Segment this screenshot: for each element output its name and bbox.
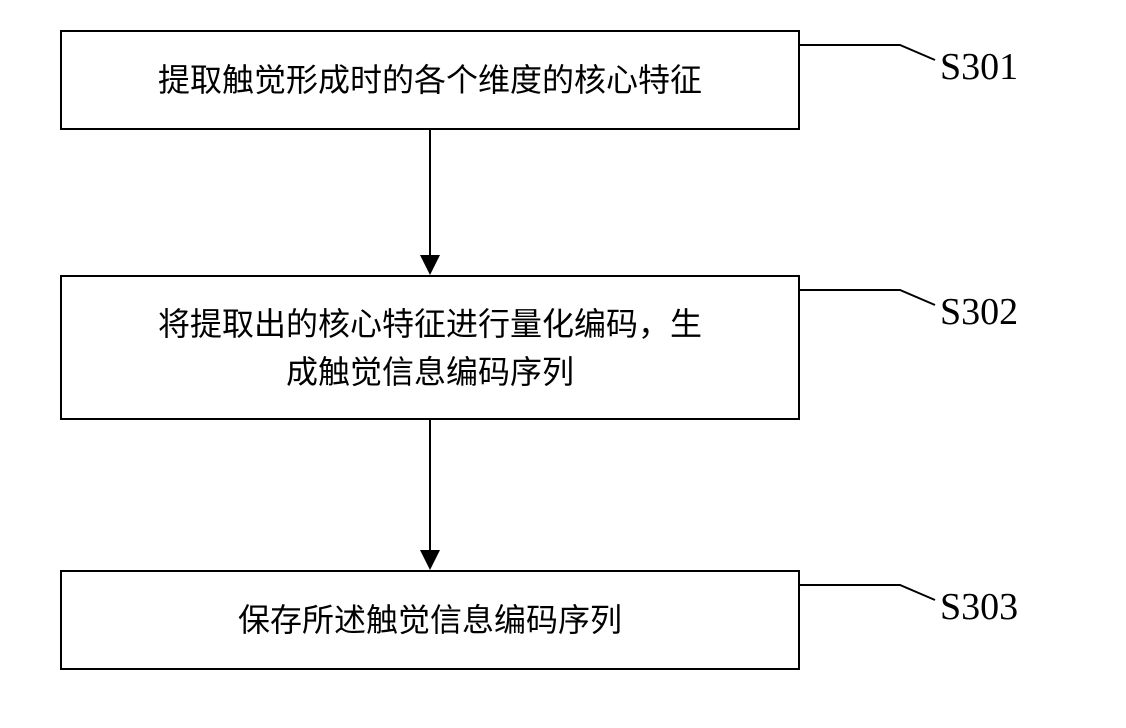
step-text-s302: 将提取出的核心特征进行量化编码，生 成触觉信息编码序列 (158, 300, 702, 396)
step-label-s302: S302 (940, 290, 1018, 334)
connector-s303 (800, 570, 940, 620)
step-box-s303: 保存所述触觉信息编码序列 (60, 570, 800, 670)
step-text-s303: 保存所述触觉信息编码序列 (238, 596, 622, 644)
step-box-s301: 提取触觉形成时的各个维度的核心特征 (60, 30, 800, 130)
arrow-1 (415, 130, 445, 275)
step-text-s301: 提取触觉形成时的各个维度的核心特征 (158, 56, 702, 104)
connector-s301 (800, 30, 940, 80)
step-box-s302: 将提取出的核心特征进行量化编码，生 成触觉信息编码序列 (60, 275, 800, 420)
arrow-2 (415, 420, 445, 570)
step-label-s301: S301 (940, 45, 1018, 89)
connector-s302 (800, 275, 940, 325)
step-label-s303: S303 (940, 585, 1018, 629)
